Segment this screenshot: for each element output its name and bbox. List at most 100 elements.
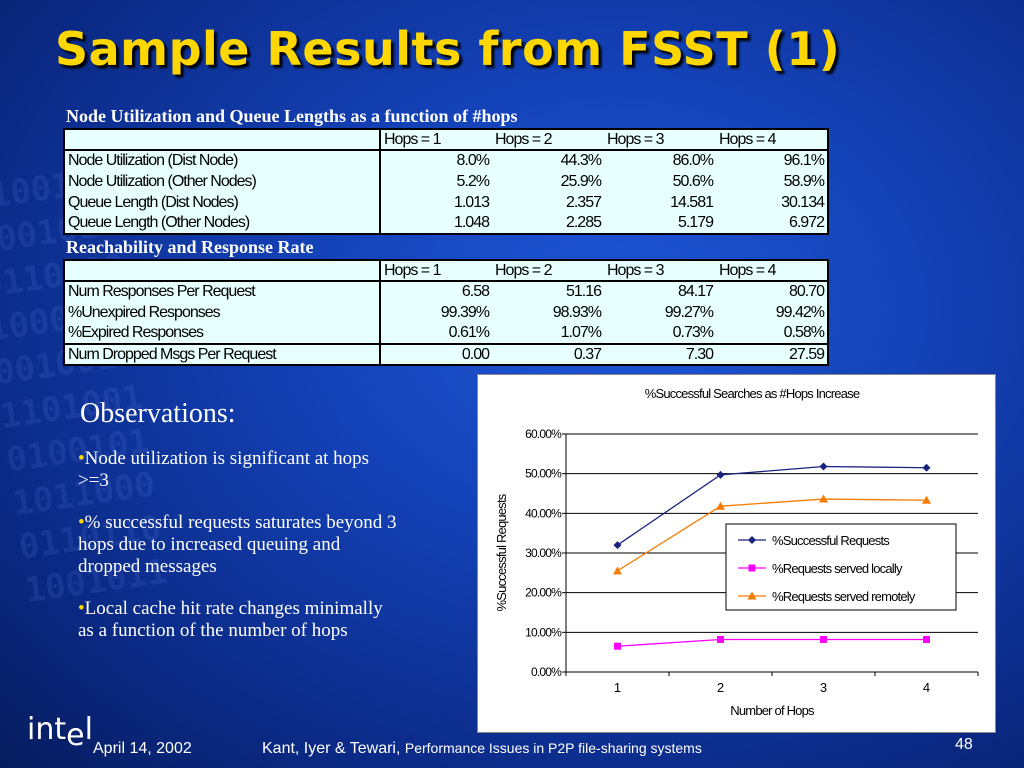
row-label: Node Utilization (Other Nodes) xyxy=(64,171,381,192)
chart-title: %Successful Searches as #Hops Increase xyxy=(645,386,860,401)
column-header: Hops = 3 xyxy=(604,260,716,282)
x-tick-label: 3 xyxy=(820,680,827,695)
column-header: Hops = 4 xyxy=(716,129,828,151)
line-chart: %Successful Searches as #Hops Increase 0.… xyxy=(477,374,996,733)
y-tick-label: 60.00% xyxy=(525,427,562,441)
legend-label: %Requests served remotely xyxy=(772,589,916,604)
table-cell: 5.179 xyxy=(677,214,714,231)
table-cell: 96.1% xyxy=(783,152,825,169)
table-cell: 84.17 xyxy=(677,283,714,300)
table-cell: 1.013 xyxy=(453,193,490,211)
table-row: Queue Length (Dist Nodes) 1.013 2.357 14… xyxy=(64,192,828,213)
observations-heading: Observations: xyxy=(80,398,236,429)
series-line xyxy=(617,638,927,647)
table-cell: 5.2% xyxy=(456,172,490,190)
data-point xyxy=(747,591,757,600)
data-point xyxy=(923,635,930,643)
row-label: Num Dropped Msgs Per Request xyxy=(64,343,381,365)
table-cell: 1.07% xyxy=(560,324,602,341)
table-cell: 50.6% xyxy=(672,172,714,190)
table-row: Num Dropped Msgs Per Request 0.00 0.37 7… xyxy=(64,343,828,365)
table-cell: 0.61% xyxy=(448,324,490,341)
bullet-icon: • xyxy=(78,598,85,619)
footer-citation: Kant, Iyer & Tewari, Performance Issues … xyxy=(262,740,702,758)
series-line xyxy=(617,465,927,546)
table-cell: 14.581 xyxy=(670,193,714,211)
table-row: Node Utilization (Dist Node) 8.0% 44.3% … xyxy=(64,150,828,171)
bullet-icon: • xyxy=(78,512,85,533)
data-point xyxy=(716,470,725,479)
y-axis-label: %Successful Requests xyxy=(494,493,509,611)
slide-title: Sample Results from FSST (1) xyxy=(55,22,841,76)
table-cell: 44.3% xyxy=(560,152,602,169)
table-header-row: Hops = 1 Hops = 2 Hops = 3 Hops = 4 xyxy=(64,260,828,282)
data-point xyxy=(922,463,931,472)
table-cell: 1.048 xyxy=(453,214,490,231)
table1-label: Node Utilization and Queue Lengths as a … xyxy=(66,106,518,126)
reachability-table: Hops = 1 Hops = 2 Hops = 3 Hops = 4 Num … xyxy=(63,259,829,366)
data-point xyxy=(748,564,756,572)
table-cell: 0.00 xyxy=(380,343,492,365)
table2-label: Reachability and Response Rate xyxy=(66,237,314,257)
x-tick-label: 4 xyxy=(923,680,930,695)
table-cell: 2.357 xyxy=(565,193,602,211)
y-tick-label: 30.00% xyxy=(525,546,562,560)
column-header: Hops = 2 xyxy=(492,129,604,151)
intel-logo: intel xyxy=(27,712,93,753)
footer-paper-title: Performance Issues in P2P file-sharing s… xyxy=(404,740,702,756)
table-cell: 99.27% xyxy=(664,303,714,321)
list-item: •Node utilization is significant at hops… xyxy=(78,448,398,492)
table-cell: 51.16 xyxy=(565,283,602,300)
table-row: Queue Length (Other Nodes) 1.048 2.285 5… xyxy=(64,213,828,234)
y-tick-label: 0.00% xyxy=(531,665,562,679)
footer-authors: Kant, Iyer & Tewari, xyxy=(262,740,405,757)
column-header: Hops = 2 xyxy=(492,260,604,282)
row-label: Node Utilization (Dist Node) xyxy=(64,150,381,171)
row-label: Queue Length (Dist Nodes) xyxy=(64,192,381,213)
x-tick-label: 2 xyxy=(717,680,724,695)
table-cell: 99.39% xyxy=(440,303,490,321)
column-header: Hops = 3 xyxy=(604,129,716,151)
column-header: Hops = 1 xyxy=(380,129,492,151)
chart-svg: %Successful Searches as #Hops Increase 0.… xyxy=(494,386,979,718)
table-cell: 2.285 xyxy=(565,214,602,231)
list-item: •% successful requests saturates beyond … xyxy=(78,512,398,578)
table-row: %Unexpired Responses 99.39% 98.93% 99.27… xyxy=(64,302,828,323)
table-row: Num Responses Per Request 6.58 51.16 84.… xyxy=(64,281,828,302)
table-cell: 98.93% xyxy=(552,303,602,321)
table-cell: 80.70 xyxy=(788,283,825,300)
table-row: %Expired Responses 0.61% 1.07% 0.73% 0.5… xyxy=(64,323,828,344)
table-cell: 0.37 xyxy=(492,343,604,365)
data-point xyxy=(717,635,724,643)
bullet-icon: • xyxy=(78,448,85,469)
table-cell: 0.58% xyxy=(783,324,825,341)
column-header: Hops = 1 xyxy=(380,260,492,282)
data-point xyxy=(613,541,622,550)
table-cell: 8.0% xyxy=(456,152,490,169)
y-tick-label: 20.00% xyxy=(525,586,562,600)
row-label: %Unexpired Responses xyxy=(64,302,381,323)
table-cell: 0.73% xyxy=(672,324,714,341)
page-number: 48 xyxy=(955,736,973,753)
data-point xyxy=(613,566,622,575)
x-axis-label: Number of Hops xyxy=(730,703,815,718)
row-label: %Expired Responses xyxy=(64,323,381,344)
table-cell: 58.9% xyxy=(783,172,825,190)
table-cell: 86.0% xyxy=(672,152,714,169)
row-label: Queue Length (Other Nodes) xyxy=(64,213,381,234)
table-cell: 7.30 xyxy=(604,343,716,365)
table-row: Node Utilization (Other Nodes) 5.2% 25.9… xyxy=(64,171,828,192)
observation-text: Local cache hit rate changes minimally a… xyxy=(78,598,383,641)
observation-text: % successful requests saturates beyond 3… xyxy=(78,512,397,577)
data-point xyxy=(614,642,621,650)
x-tick-label: 1 xyxy=(614,680,621,695)
y-tick-label: 50.00% xyxy=(525,467,562,481)
table-cell: 30.134 xyxy=(781,193,825,211)
y-tick-label: 40.00% xyxy=(525,506,562,520)
row-label: Num Responses Per Request xyxy=(64,281,381,302)
table-cell: 25.9% xyxy=(560,172,602,190)
table-cell: 6.972 xyxy=(788,214,825,231)
table-header-row: Hops = 1 Hops = 2 Hops = 3 Hops = 4 xyxy=(64,129,828,151)
series-line xyxy=(617,498,927,572)
table-cell: 6.58 xyxy=(461,283,490,300)
